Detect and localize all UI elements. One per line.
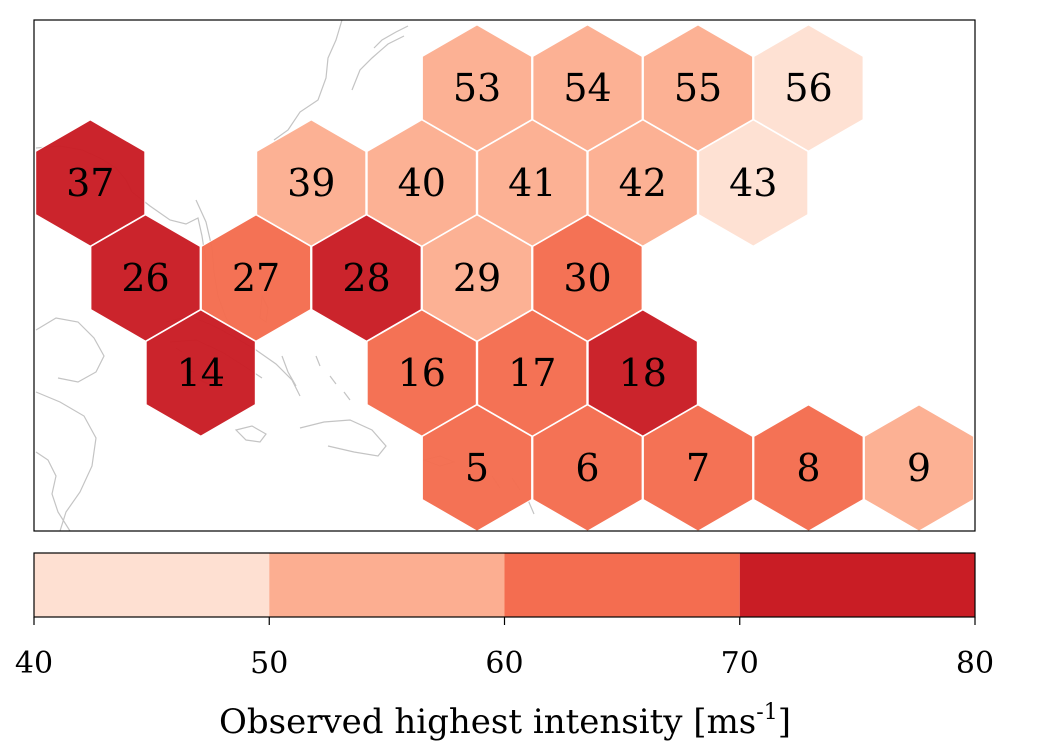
hex-cell-53 xyxy=(421,24,533,152)
hex-cell-26 xyxy=(90,214,201,342)
hex-cell-17 xyxy=(477,309,588,437)
hex-cell-54 xyxy=(532,24,643,152)
colorbar: 40 50 60 70 80 Observed highest intensity [m… xyxy=(15,552,994,742)
hex-label-7: 7 xyxy=(686,446,710,490)
hex-cell-43 xyxy=(698,119,809,247)
colorbar-tick-label-4: 80 xyxy=(956,646,994,681)
hex-label-55: 55 xyxy=(674,66,722,110)
colorbar-tick-label-1: 50 xyxy=(250,646,288,681)
hex-cell-18 xyxy=(587,309,698,437)
hex-label-40: 40 xyxy=(398,161,446,205)
colorbar-title: Observed highest intensity [ms-1] xyxy=(219,700,791,742)
hex-label-53: 53 xyxy=(453,66,501,110)
hex-cell-40 xyxy=(366,119,477,247)
hex-label-5: 5 xyxy=(465,446,489,490)
hex-cell-29 xyxy=(421,214,533,342)
colorbar-bin-1 xyxy=(269,553,505,617)
colorbar-bin-2 xyxy=(504,553,740,617)
hex-cell-56 xyxy=(753,24,864,152)
hex-cell-16 xyxy=(366,309,477,437)
hex-cell-28 xyxy=(311,214,422,342)
hex-cell-27 xyxy=(200,214,312,342)
hex-cell-42 xyxy=(587,119,698,247)
hex-cell-55 xyxy=(642,24,754,152)
hex-label-8: 8 xyxy=(796,446,820,490)
hex-label-28: 28 xyxy=(342,256,390,300)
colorbar-bin-0 xyxy=(34,553,270,617)
colorbar-bin-3 xyxy=(739,553,975,617)
hex-cell-30 xyxy=(532,214,643,342)
hex-label-6: 6 xyxy=(575,446,599,490)
colorbar-tick-label-2: 60 xyxy=(485,646,523,681)
hex-label-30: 30 xyxy=(563,256,611,300)
colorbar-title-close: ] xyxy=(778,702,791,742)
hex-label-27: 27 xyxy=(232,256,280,300)
hex-label-42: 42 xyxy=(619,161,667,205)
colorbar-title-main: Observed highest intensity [ms xyxy=(219,702,756,742)
hex-cell-14 xyxy=(145,309,256,437)
hex-label-29: 29 xyxy=(453,256,501,300)
hex-label-41: 41 xyxy=(508,161,556,205)
colorbar-title-sup: -1 xyxy=(756,700,777,725)
hex-label-26: 26 xyxy=(121,256,169,300)
hex-label-18: 18 xyxy=(619,351,667,395)
map-border xyxy=(33,19,976,532)
colorbar-tick-label-0: 40 xyxy=(15,646,53,681)
hex-cell-39 xyxy=(256,119,367,247)
hex-cell-37 xyxy=(35,119,146,247)
hex-label-14: 14 xyxy=(177,351,225,395)
colorbar-tick-label-3: 70 xyxy=(721,646,759,681)
hex-label-17: 17 xyxy=(508,351,556,395)
hex-label-54: 54 xyxy=(563,66,611,110)
hex-label-39: 39 xyxy=(287,161,335,205)
hex-label-9: 9 xyxy=(907,446,931,490)
hex-label-43: 43 xyxy=(729,161,777,205)
hex-label-16: 16 xyxy=(398,351,446,395)
hex-label-56: 56 xyxy=(784,66,832,110)
hex-cell-41 xyxy=(477,119,588,247)
hex-label-37: 37 xyxy=(66,161,114,205)
